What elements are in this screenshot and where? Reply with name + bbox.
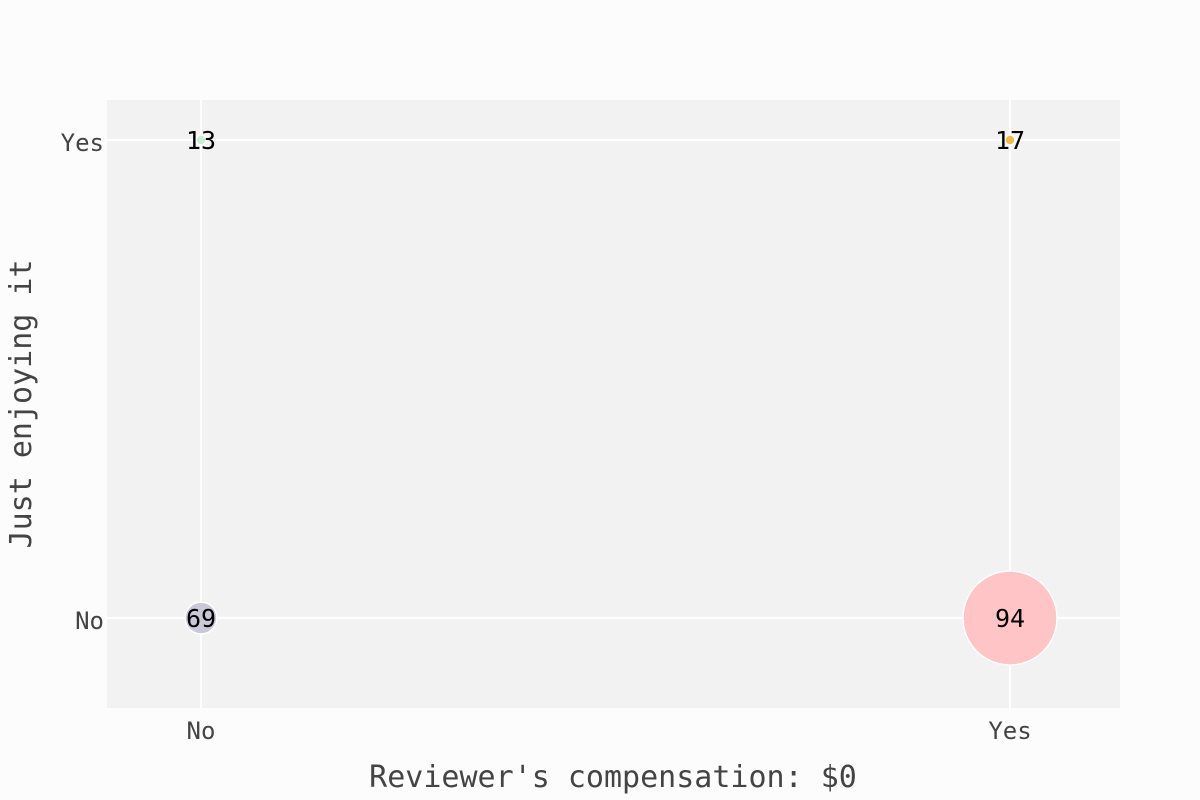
bubble-yes-yes <box>1004 134 1016 146</box>
data-label-no-no: 69 <box>186 604 216 633</box>
bubble-no-yes <box>195 134 207 146</box>
x-tick-label-no: No <box>187 717 216 745</box>
x-tick-label-yes: Yes <box>988 717 1031 745</box>
y-tick-label-yes: Yes <box>61 129 104 157</box>
data-label-yes-yes: 17 <box>995 126 1025 155</box>
points-layer: 13 17 69 94 <box>184 126 1058 666</box>
bubble-no-no <box>184 601 218 635</box>
data-label-yes-no: 94 <box>995 604 1025 633</box>
plot-background <box>107 100 1120 708</box>
data-label-no-yes: 13 <box>186 126 216 155</box>
x-axis-ticks: No Yes <box>187 717 1032 745</box>
y-axis-title: Just enjoying it <box>4 260 39 549</box>
y-tick-label-no: No <box>75 607 104 635</box>
bubble-yes-no <box>962 570 1058 666</box>
x-axis-title: Reviewer's compensation: $0 <box>369 760 857 795</box>
y-axis-ticks: Yes No <box>61 129 104 635</box>
